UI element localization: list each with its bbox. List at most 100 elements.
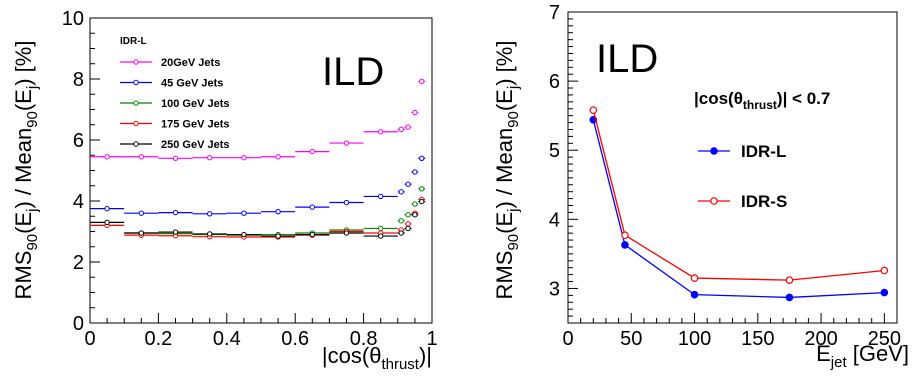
legend-label: IDR-L	[741, 142, 786, 161]
data-point	[172, 229, 179, 235]
right-x-axis-label: Ejet [GeV]	[816, 341, 909, 371]
left-x-axis-label: |cos(θthrust)|	[322, 343, 432, 373]
legend-entry: IDR-S	[698, 192, 787, 211]
data-point	[785, 276, 794, 284]
data-point	[412, 169, 418, 175]
data-point	[343, 199, 350, 206]
data-point	[343, 230, 350, 236]
left-x-tick-label: 0.6	[281, 328, 309, 350]
right-x-axis: 0 50 100 150 200 250	[562, 313, 901, 350]
left-x-tick-label: 1	[426, 328, 437, 350]
legend-marker	[133, 141, 139, 147]
right-x-tick-label: 0	[562, 328, 573, 350]
data-point	[207, 154, 213, 161]
left-legend: IDR-L 20GeV Jets 45 GeV Jets 100 GeV Jets 1…	[120, 36, 230, 151]
data-point	[412, 212, 418, 218]
data-point	[589, 106, 598, 114]
data-point	[419, 155, 425, 162]
data-point	[412, 109, 418, 116]
left-y-tick-label: 0	[73, 313, 84, 335]
legend-label: 20GeV Jets	[161, 57, 220, 69]
legend-marker	[133, 59, 139, 65]
data-point	[621, 231, 629, 240]
right-x-tick-label: 200	[804, 328, 837, 350]
series-45-gev-jets	[90, 155, 426, 217]
series-idr-l	[589, 116, 889, 302]
data-point	[880, 266, 889, 275]
right-x-tick-label: 150	[741, 328, 774, 350]
left-panel: 0 2 4 6 8 10 0 0.2 0.4 0.6 0.8 1 ILD IDR-L 20GeV J…	[11, 8, 438, 373]
data-point	[398, 189, 404, 195]
right-y-tick-label: 3	[549, 278, 560, 300]
left-x-tick-label: 0.4	[213, 328, 241, 350]
series-250-gev-jets	[90, 198, 426, 239]
data-point	[405, 212, 411, 218]
right-y-axis-label: RMS90(Ej) / Mean90(Ej) [%]	[492, 41, 522, 300]
right-y-axis: 3 4 5 6 7	[549, 2, 578, 324]
data-point	[104, 205, 110, 212]
data-point	[138, 210, 145, 216]
data-point	[405, 221, 411, 227]
legend-marker	[133, 120, 139, 127]
legend-label: 100 GeV Jets	[161, 98, 230, 110]
data-point	[275, 208, 281, 215]
right-y-tick-label: 6	[549, 71, 560, 93]
legend-marker	[710, 197, 718, 205]
right-x-tick-label: 100	[678, 328, 711, 350]
data-point	[690, 290, 699, 299]
series-line	[592, 109, 885, 281]
data-point	[785, 293, 794, 302]
data-point	[405, 124, 411, 130]
legend-label: 175 GeV Jets	[161, 119, 230, 131]
right-watermark: ILD	[596, 37, 658, 81]
right-y-tick-label: 7	[549, 2, 560, 24]
data-point	[690, 274, 699, 282]
data-point	[275, 233, 281, 239]
data-point	[880, 288, 889, 297]
legend-entry: 175 GeV Jets	[120, 119, 230, 131]
left-x-tick-label: 0.8	[350, 328, 378, 350]
series-line	[592, 119, 885, 299]
legend-entry: IDR-L	[698, 142, 786, 161]
series-20gev-jets	[90, 78, 426, 162]
data-point	[275, 154, 281, 160]
data-point	[419, 198, 425, 205]
left-y-tick-label: 8	[73, 69, 84, 91]
left-x-tick-label: 0.2	[144, 328, 172, 350]
legend-marker	[133, 100, 139, 106]
left-plot-area	[90, 78, 426, 240]
data-point	[138, 154, 145, 160]
data-point	[207, 211, 213, 217]
data-point	[405, 181, 411, 187]
legend-marker	[133, 79, 139, 86]
left-y-tick-label: 10	[62, 8, 84, 30]
left-x-tick-label: 0	[84, 328, 95, 350]
legend-label: 250 GeV Jets	[161, 139, 230, 151]
data-point	[378, 129, 384, 135]
data-point	[309, 204, 315, 210]
data-point	[172, 209, 179, 216]
left-y-axis: 0 2 4 6 8 10	[62, 8, 100, 335]
data-point	[398, 218, 404, 224]
left-y-tick-label: 6	[73, 130, 84, 152]
right-x-tick-label: 250	[868, 328, 901, 350]
left-legend-title: IDR-L	[120, 36, 147, 47]
data-point	[138, 230, 145, 236]
left-y-tick-label: 4	[73, 191, 84, 213]
data-point	[419, 186, 425, 192]
right-y-tick-label: 5	[549, 140, 560, 162]
data-point	[419, 78, 425, 85]
data-point	[241, 231, 247, 238]
data-point	[378, 233, 384, 239]
data-point	[309, 148, 315, 155]
data-point	[621, 241, 629, 249]
legend-entry: 20GeV Jets	[120, 57, 220, 69]
data-point	[398, 126, 404, 133]
left-watermark: ILD	[322, 50, 384, 94]
left-y-axis-label: RMS90(Ej) / Mean90(Ej) [%]	[11, 41, 41, 300]
right-plot-area	[589, 106, 889, 302]
right-panel: 3 4 5 6 7 0 50 100 150 200 250 ILD |cos(θthrust)|…	[492, 2, 909, 371]
data-point	[104, 154, 110, 160]
data-point	[405, 225, 411, 232]
